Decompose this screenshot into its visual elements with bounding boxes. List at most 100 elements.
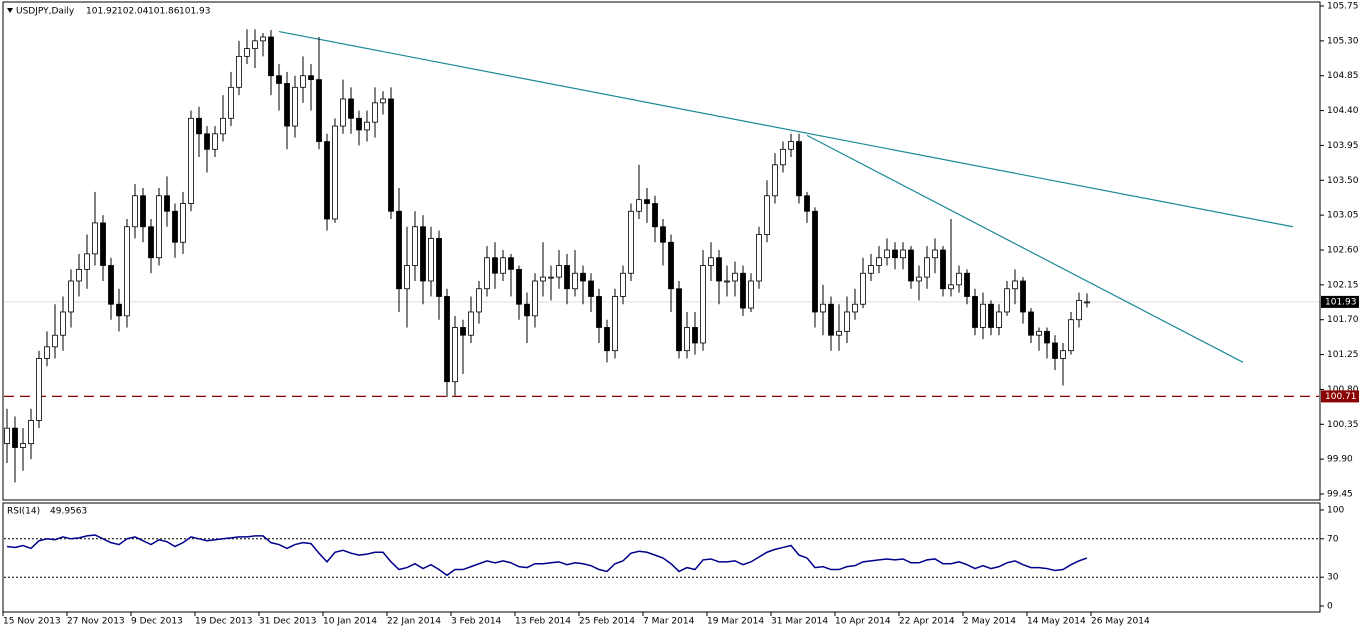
- y-tick-label: 103.50: [1327, 176, 1359, 186]
- candle-body: [772, 164, 778, 197]
- candle-body: [324, 141, 330, 220]
- candle-body: [484, 257, 490, 290]
- y-tick-label: 104.85: [1327, 71, 1359, 81]
- candle-body: [236, 55, 242, 88]
- candle-body: [36, 358, 42, 421]
- candle-body: [724, 280, 730, 283]
- candle-body: [452, 327, 458, 383]
- candle-body: [1084, 301, 1090, 304]
- candle-body: [180, 203, 186, 243]
- x-tick-label: 22 Jan 2014: [387, 617, 441, 627]
- candle-body: [756, 234, 762, 282]
- candle-body: [340, 98, 346, 127]
- y-tick-label: 103.95: [1327, 141, 1359, 151]
- candle-body: [580, 272, 586, 282]
- candle-body: [588, 280, 594, 297]
- candle-body: [116, 303, 122, 317]
- x-tick-label: 25 Feb 2014: [579, 617, 635, 627]
- candle-body: [604, 327, 610, 352]
- candle-body: [460, 327, 466, 336]
- candle-body: [844, 311, 850, 332]
- candle-body: [932, 249, 938, 259]
- candle-body: [812, 210, 818, 313]
- candle-body: [1052, 342, 1058, 359]
- rsi-last: 49.9563: [50, 507, 87, 517]
- candle-body: [628, 210, 634, 274]
- candle-body: [204, 133, 210, 150]
- candle-body: [372, 102, 378, 123]
- rsi-panel: [2, 502, 1321, 613]
- candle-body: [916, 276, 922, 282]
- rsi-line: [6, 534, 1088, 577]
- y-tick-label: 100.35: [1327, 420, 1359, 430]
- candle-body: [436, 237, 442, 297]
- y-tick-label: 99.45: [1327, 490, 1353, 500]
- menu-arrow[interactable]: [7, 8, 13, 13]
- candle-body: [364, 121, 370, 131]
- candle-body: [220, 117, 226, 135]
- header-low: 101.86: [148, 7, 180, 17]
- candle-body: [188, 117, 194, 204]
- rsi-tick-label: 100: [1327, 506, 1344, 516]
- candle-body: [196, 117, 202, 135]
- candle-body: [476, 288, 482, 313]
- candle-body: [500, 257, 506, 274]
- candle-body: [212, 133, 218, 150]
- rsi-tick-label: 0: [1327, 602, 1333, 612]
- candle-body: [396, 210, 402, 290]
- candle-body: [884, 249, 890, 259]
- x-tick-label: 15 Nov 2013: [3, 617, 61, 627]
- candle-body: [1044, 330, 1050, 344]
- candle-body: [692, 327, 698, 344]
- candle-body: [348, 98, 354, 119]
- x-tick-label: 19 Dec 2013: [195, 617, 253, 627]
- rsi-tick-label: 70: [1327, 534, 1339, 544]
- candle-body: [444, 296, 450, 383]
- candle-body: [684, 327, 690, 352]
- candle-body: [700, 265, 706, 344]
- y-tick-label: 102.60: [1327, 246, 1359, 256]
- candle-body: [308, 75, 314, 80]
- candle-body: [540, 276, 546, 282]
- candle-body: [828, 303, 834, 336]
- candle-body: [516, 268, 522, 305]
- candle-body: [644, 199, 650, 204]
- x-tick-label: 14 May 2014: [1027, 617, 1086, 627]
- candle-body: [356, 117, 362, 131]
- candle-body: [252, 40, 258, 50]
- x-tick-label: 31 Mar 2014: [771, 617, 828, 627]
- x-tick-label: 27 Nov 2013: [67, 617, 125, 627]
- candle-body: [164, 195, 170, 212]
- candle-body: [524, 303, 530, 317]
- x-tick-label: 2 May 2014: [963, 617, 1016, 627]
- candle-body: [172, 210, 178, 243]
- candle-body: [388, 98, 394, 212]
- candle-body: [716, 257, 722, 282]
- candle-body: [140, 195, 146, 228]
- candle-body: [900, 249, 906, 259]
- candle-body: [228, 86, 234, 119]
- candle-body: [276, 75, 282, 84]
- header-open: 101.92: [86, 7, 118, 17]
- candle-body: [124, 226, 130, 317]
- candle-body: [268, 36, 274, 77]
- candle-body: [156, 195, 162, 259]
- candle-body: [404, 265, 410, 290]
- x-tick-label: 10 Apr 2014: [835, 617, 891, 627]
- candle-body: [668, 241, 674, 290]
- candle-body: [1068, 319, 1074, 352]
- candle-body: [332, 125, 338, 220]
- candle-body: [20, 443, 26, 448]
- symbol: USDJPY,Daily: [16, 7, 75, 17]
- header-high: 102.04: [117, 7, 149, 17]
- candle-body: [492, 257, 498, 274]
- candle-body: [428, 237, 434, 282]
- candle-body: [548, 276, 554, 279]
- price-box: [1321, 295, 1359, 308]
- candle-body: [804, 195, 810, 212]
- candle-body: [852, 303, 858, 313]
- candle-body: [108, 265, 114, 305]
- candle-body: [860, 272, 866, 305]
- candle-body: [612, 296, 618, 352]
